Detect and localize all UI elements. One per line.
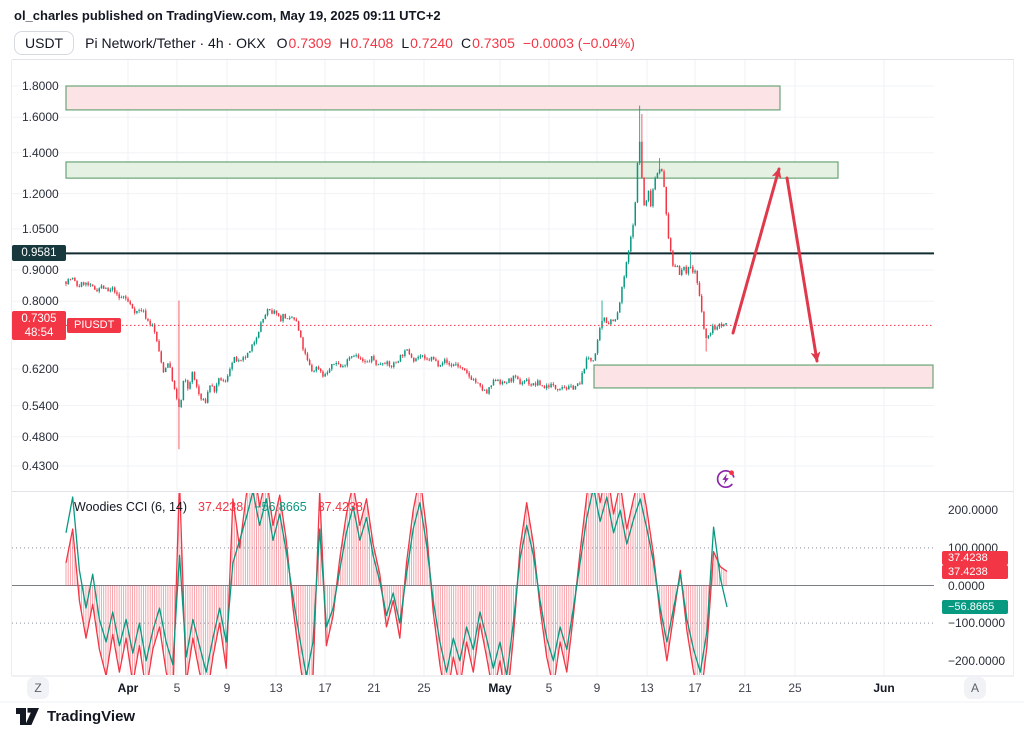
cci-axis-tick[interactable]: −100.0000 <box>948 616 1006 631</box>
high-value: 0.7408 <box>350 34 394 51</box>
cci-title: Woodies CCI (6, 14) <box>74 500 188 514</box>
z-badge-button[interactable]: Z <box>27 677 49 699</box>
price-axis-tick[interactable]: 0.9000 <box>22 262 59 277</box>
high-label: H <box>339 34 350 51</box>
time-axis-tick[interactable]: 5 <box>545 681 553 695</box>
time-axis-tick[interactable]: 17 <box>318 681 332 695</box>
time-axis-tick[interactable]: 25 <box>417 681 431 695</box>
cci-value-badge: 37.4238 <box>942 551 1008 565</box>
symbol-bar: USDT Pi Network/Tether · 4h · OKX O 0.730… <box>14 29 635 56</box>
currency-usdt-button[interactable]: USDT <box>14 30 75 55</box>
cci-legend[interactable]: Woodies CCI (6, 14) 37.4238 −56.8665 37.… <box>74 500 363 514</box>
ohlc-readout: O 0.7309 H 0.7408 L 0.7240 C 0.7305 −0.0003 … <box>277 35 635 51</box>
time-axis-tick[interactable]: Apr <box>117 681 139 695</box>
cci-value-3: 37.4238 <box>317 500 363 514</box>
time-axis-tick[interactable]: 9 <box>593 681 601 695</box>
cci-value-badge: 37.4238 <box>942 565 1008 579</box>
price-axis-tick[interactable]: 0.4800 <box>22 429 59 444</box>
time-axis-tick[interactable]: 21 <box>367 681 381 695</box>
close-value: 0.7305 <box>472 34 515 51</box>
low-label: L <box>401 34 410 51</box>
tradingview-brand-text: TradingView <box>47 708 136 725</box>
price-axis-tick[interactable]: 0.6200 <box>22 361 59 376</box>
cci-value-badge: −56.8665 <box>942 600 1008 614</box>
last-price-badge: 0.7305 48:54 <box>12 310 66 340</box>
price-axis-tick[interactable]: 1.6000 <box>22 110 59 125</box>
price-axis-tick[interactable]: 0.8000 <box>22 294 59 309</box>
bar-countdown: 48:54 <box>24 326 54 339</box>
cci-value-2: −56.8665 <box>254 500 307 514</box>
lightning-bolt-icon <box>716 469 735 489</box>
cci-axis-tick[interactable]: −200.0000 <box>948 653 1006 668</box>
open-value: 0.7309 <box>288 34 332 51</box>
time-axis-tick[interactable]: 17 <box>688 681 702 695</box>
time-axis-tick[interactable]: 21 <box>738 681 752 695</box>
open-label: O <box>276 34 288 51</box>
cci-axis-tick[interactable]: 0.0000 <box>948 578 985 593</box>
symbol-title[interactable]: Pi Network/Tether · 4h · OKX <box>85 34 266 51</box>
tradingview-footer-link[interactable]: TradingView <box>16 708 135 725</box>
price-axis-tick[interactable]: 0.5400 <box>22 398 59 413</box>
price-axis-tick[interactable]: 1.0500 <box>22 222 59 237</box>
tradingview-logo-icon <box>16 708 39 725</box>
lightning-idea-icon[interactable] <box>715 468 737 490</box>
price-axis-tick[interactable]: 1.4000 <box>22 145 59 160</box>
close-label: C <box>460 34 472 51</box>
price-axis-tick[interactable]: 0.4300 <box>22 458 59 473</box>
price-axis-tick[interactable]: 1.8000 <box>22 79 59 93</box>
cci-value-1: 37.4238 <box>198 500 244 514</box>
time-axis-tick[interactable]: 25 <box>788 681 802 695</box>
last-price-value: 0.7305 <box>21 312 57 325</box>
time-axis-tick[interactable]: 13 <box>640 681 654 695</box>
time-axis-tick[interactable]: 5 <box>173 681 181 695</box>
attribution-text: ol_charles published on TradingView.com,… <box>14 8 441 23</box>
price-level-badge: 0.9581 <box>12 245 66 262</box>
time-axis-tick[interactable]: Jun <box>873 681 895 695</box>
time-axis-tick[interactable]: May <box>488 681 512 695</box>
time-axis-tick[interactable]: 13 <box>269 681 283 695</box>
price-axis-tick[interactable]: 1.2000 <box>22 186 59 201</box>
time-axis-tick[interactable]: 9 <box>223 681 231 695</box>
low-value: 0.7240 <box>410 34 453 51</box>
a-badge-button[interactable]: A <box>964 677 986 699</box>
symbol-price-tag: PIUSDT <box>67 317 122 333</box>
cci-axis-tick[interactable]: 200.0000 <box>948 503 999 518</box>
change-value: −0.0003 (−0.04%) <box>522 34 635 51</box>
